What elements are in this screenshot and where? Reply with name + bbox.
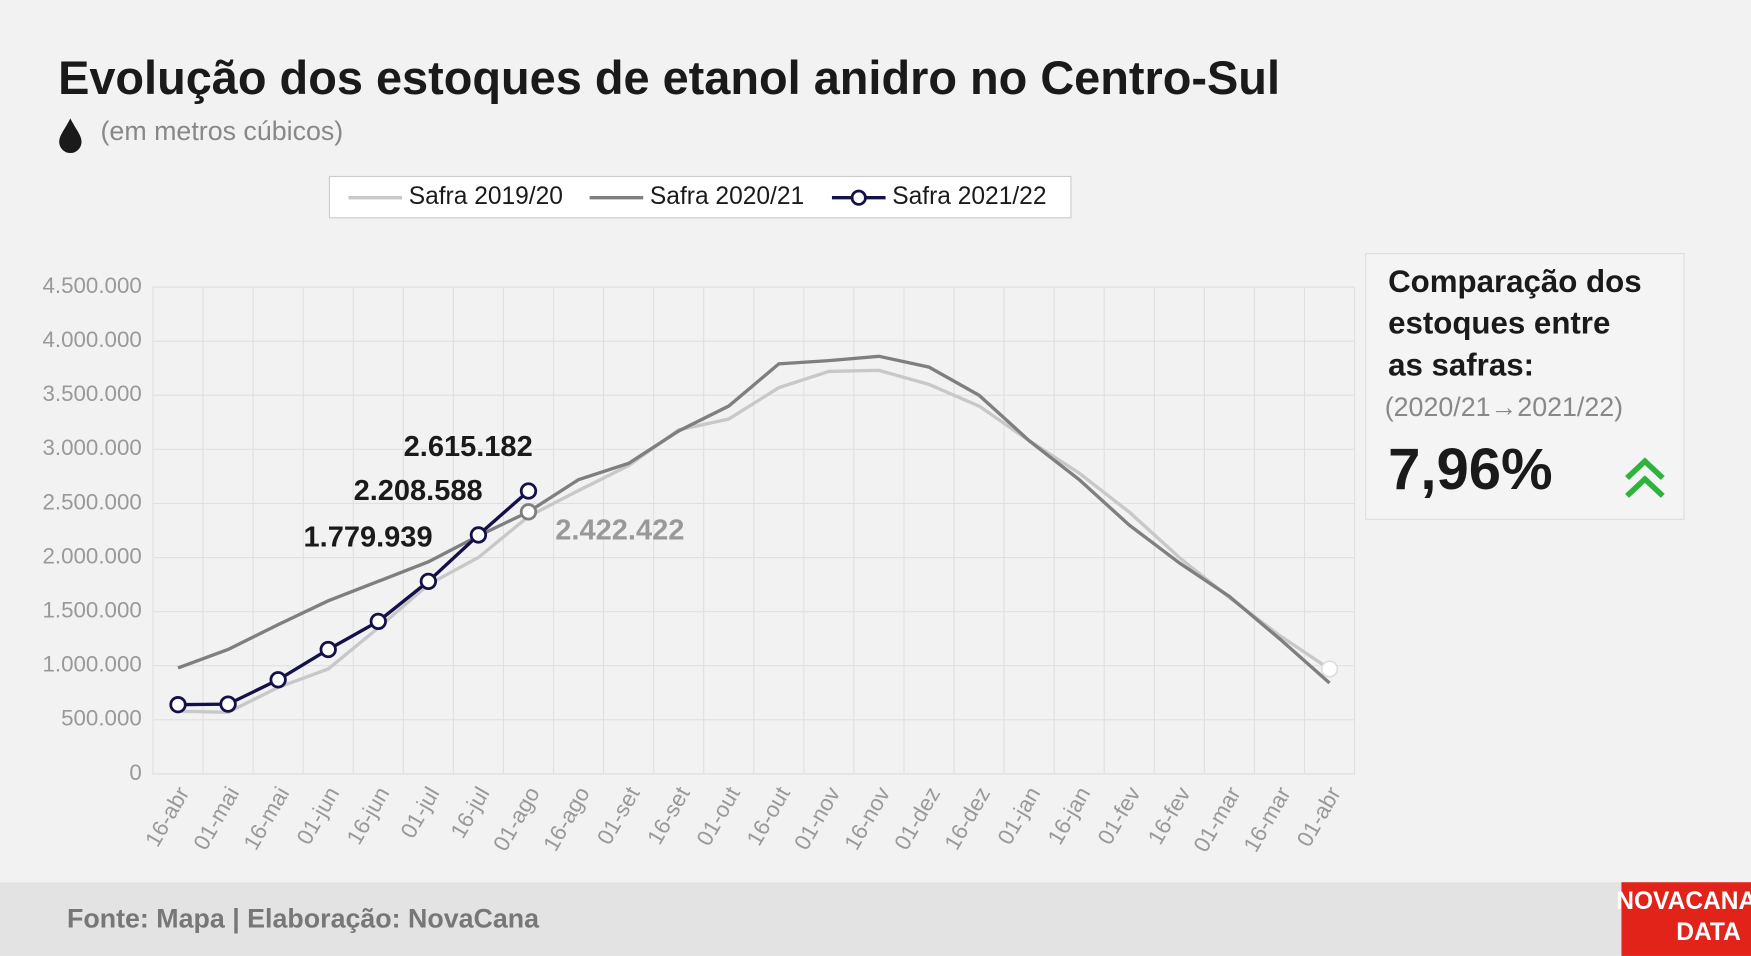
point [369, 612, 387, 631]
legend-marker [850, 189, 867, 206]
footer-bar [0, 882, 1751, 956]
data-label: 1.779.939 [304, 522, 433, 554]
comparison-subtitle: (2020/21→2021/22) [1385, 392, 1623, 422]
drop-icon [59, 118, 82, 154]
point [319, 640, 337, 659]
point [519, 482, 538, 500]
point [219, 695, 237, 713]
legend-label: Safra 2021/22 [892, 183, 1046, 210]
y-tick-label: 3.500.000 [42, 381, 141, 406]
chart-subtitle: (em metros cúbicos) [101, 116, 344, 146]
comparison-title: Comparação dos [1388, 264, 1642, 299]
legend [328, 175, 1072, 219]
y-tick-label: 2.000.000 [42, 543, 141, 568]
y-tick-label: 0 [129, 760, 141, 785]
series-line [177, 354, 1331, 685]
y-tick-label: 1.000.000 [42, 652, 141, 677]
point [169, 696, 187, 714]
comparison-title: as safras: [1388, 348, 1534, 383]
footer-source: Fonte: Mapa | Elaboração: NovaCana [67, 903, 540, 933]
y-tick-label: 3.000.000 [42, 435, 141, 460]
point [519, 503, 538, 521]
point [269, 671, 287, 689]
series-line [178, 489, 530, 707]
logo-text: NOVACANA [1616, 888, 1751, 915]
y-tick-label: 500.000 [61, 706, 142, 731]
up-arrow-icon [1625, 457, 1665, 498]
point [1320, 660, 1339, 678]
data-label: 2.615.182 [404, 431, 533, 463]
logo-text: DATA [1676, 919, 1741, 946]
comparison-title: estoques entre [1388, 305, 1610, 340]
comparison-value: 7,96% [1388, 437, 1553, 502]
point [469, 526, 488, 544]
logo [1621, 882, 1751, 956]
point [419, 572, 438, 590]
data-label: 2.422.422 [555, 515, 684, 547]
legend-label: Safra 2020/21 [650, 183, 804, 210]
y-tick-label: 1.500.000 [42, 598, 141, 623]
data-label: 2.208.588 [354, 475, 483, 507]
series-line [177, 368, 1331, 714]
y-tick-label: 4.500.000 [42, 273, 141, 298]
legend-label: Safra 2019/20 [409, 183, 563, 210]
y-tick-label: 4.000.000 [42, 327, 141, 352]
y-tick-label: 2.500.000 [42, 489, 141, 514]
chart-title: Evolução dos estoques de etanol anidro n… [58, 52, 1280, 104]
